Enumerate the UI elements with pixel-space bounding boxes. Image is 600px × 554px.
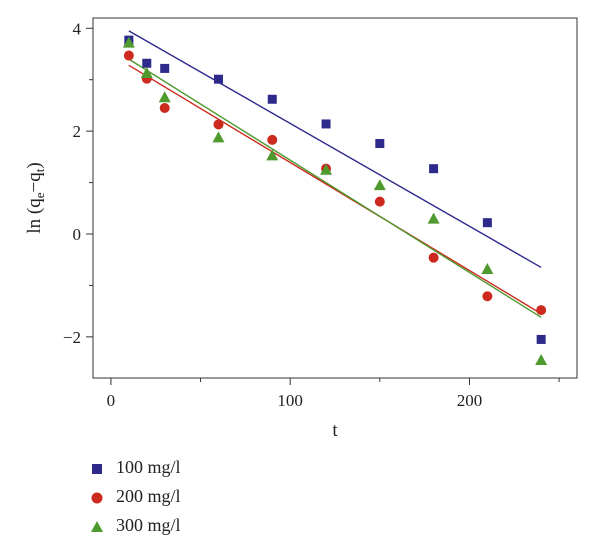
- legend-circle-marker: [91, 492, 103, 504]
- data-point-series-1: [375, 138, 385, 148]
- chart: 0 100 200 −2 0 2 4 t ln (qe−qt): [24, 17, 578, 441]
- data-point-series-3: [158, 91, 171, 103]
- data-point-series-3: [122, 36, 135, 48]
- fit-line-series-3: [128, 58, 542, 318]
- y-tick-label: 4: [73, 19, 82, 38]
- legend-triangle-marker: [91, 521, 103, 532]
- data-point-series-3: [140, 67, 153, 79]
- data-point-series-1: [482, 218, 492, 228]
- fit-line-series-1: [128, 30, 542, 269]
- data-point-series-3: [481, 262, 494, 274]
- legend-label: 200 mg/l: [116, 486, 181, 506]
- fit-lines: [128, 30, 542, 318]
- data-point-series-2: [159, 103, 170, 113]
- y-tick-label: 2: [73, 122, 82, 141]
- data-point-series-1: [429, 164, 439, 174]
- data-point-series-1: [160, 63, 170, 73]
- data-point-series-3: [212, 131, 225, 143]
- y-axis-title: ln (qe−qt): [24, 162, 47, 233]
- data-point-series-2: [267, 134, 278, 145]
- x-tick-label: 200: [457, 391, 483, 410]
- data-point-series-3: [427, 212, 440, 224]
- data-point-series-3: [266, 149, 279, 161]
- x-axis: 0 100 200: [107, 378, 560, 410]
- data-point-series-3: [373, 179, 386, 191]
- x-tick-label: 100: [277, 391, 303, 410]
- data-point-series-2: [213, 119, 224, 130]
- data-point-series-2: [536, 305, 547, 316]
- data-markers: [122, 35, 548, 365]
- legend-label: 300 mg/l: [116, 515, 181, 535]
- data-point-series-1: [321, 119, 331, 129]
- data-point-series-3: [320, 163, 333, 175]
- y-tick-label: −2: [63, 328, 81, 347]
- y-tick-label: 0: [73, 225, 82, 244]
- plot-frame: [92, 17, 578, 379]
- x-axis-title: t: [332, 420, 338, 441]
- data-point-series-1: [536, 334, 546, 344]
- data-point-series-3: [535, 354, 548, 365]
- data-point-series-1: [213, 74, 223, 84]
- y-axis: −2 0 2 4: [63, 19, 93, 347]
- data-point-series-1: [267, 94, 277, 104]
- data-point-series-2: [482, 291, 493, 302]
- legend-label: 100 mg/l: [116, 457, 181, 477]
- data-point-series-2: [428, 252, 439, 263]
- data-point-series-1: [142, 58, 152, 68]
- legend-square-marker: [92, 464, 102, 474]
- data-point-series-2: [374, 196, 385, 207]
- data-point-series-2: [123, 50, 134, 61]
- fit-line-series-2: [128, 64, 542, 315]
- x-tick-label: 0: [107, 391, 116, 410]
